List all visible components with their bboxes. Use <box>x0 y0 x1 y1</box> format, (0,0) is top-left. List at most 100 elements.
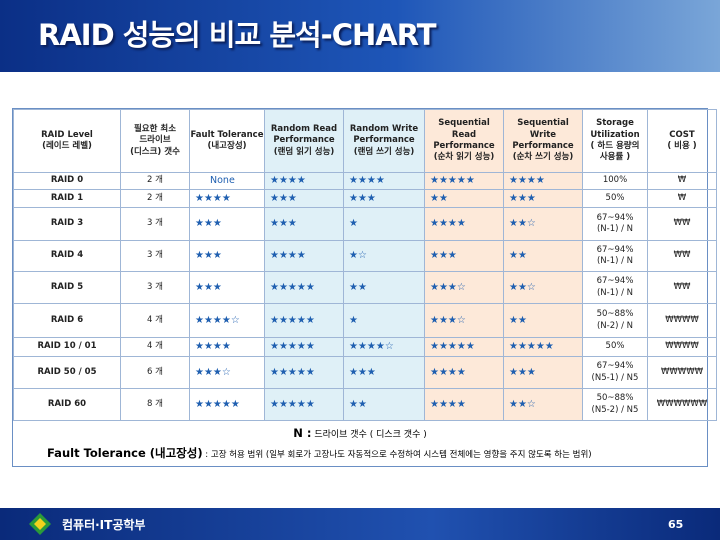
table-cell: ★★★ <box>264 207 344 241</box>
table-cell: ★★★★ <box>424 207 504 241</box>
table-cell: ★★★ <box>503 356 583 389</box>
table-cell: RAID 1 <box>13 189 121 208</box>
table-cell: ★★★ <box>424 240 504 272</box>
table-cell: ★★★★ <box>424 356 504 389</box>
note-text: 드라이브 갯수 ( 디스크 갯수 ) <box>311 430 427 440</box>
table-cell: ★★☆ <box>503 207 583 241</box>
table-cell: RAID 3 <box>13 207 121 241</box>
column-header: COST ( 비용 ) <box>647 109 717 173</box>
table-cell: ★★★★ <box>264 172 344 190</box>
department: 컴퓨터·IT공학부 <box>62 518 146 532</box>
note-text: : 고장 허용 범위 (일부 회로가 고장나도 자동적으로 수정하여 시스템 전… <box>202 450 592 460</box>
table-cell: RAID 6 <box>13 303 121 338</box>
table-cell: RAID 5 <box>13 271 121 304</box>
note-n: N : 드라이브 갯수 ( 디스크 갯수 ) <box>13 426 707 440</box>
note-key: Fault Tolerance (내고장성) <box>47 446 203 460</box>
table-cell: ★★ <box>503 240 583 272</box>
table-cell: ★★★★ <box>424 388 504 421</box>
table-cell: ₩₩₩₩₩ <box>647 356 717 389</box>
table-cell: ★★★★ <box>503 172 583 190</box>
table-box: RAID Level (레이드 레벨) 필요한 최소 드라이브 (디스크) 갯수 F… <box>12 108 717 467</box>
table-cell: ★★ <box>343 271 425 304</box>
table-cell: ★★ <box>503 303 583 338</box>
note-key: N : <box>293 426 312 440</box>
table-cell: ★☆ <box>343 240 425 272</box>
table-cell: RAID 0 <box>13 172 121 190</box>
table-cell: ★★★★ <box>264 240 344 272</box>
table-cell: ₩₩₩₩ <box>647 303 717 338</box>
table-cell: ₩₩ <box>647 207 717 241</box>
table-cell: ★ <box>343 303 425 338</box>
table-cell: ★★☆ <box>503 271 583 304</box>
table-cell: ₩₩₩₩ <box>647 337 717 357</box>
table-cell: ★★★ <box>189 240 265 272</box>
logo <box>29 513 51 535</box>
table-cell: 67~94% (N5-1) / N5 <box>582 356 648 389</box>
table-cell: RAID 10 / 01 <box>13 337 121 357</box>
table-cell: RAID 60 <box>13 388 121 421</box>
page-number: 65 <box>668 518 684 531</box>
table-cell: ₩₩ <box>647 240 717 272</box>
table-cell: ★★★☆ <box>189 356 265 389</box>
table-cell: ★★★ <box>343 356 425 389</box>
table-cell: ★★★☆ <box>424 271 504 304</box>
table-cell: ★★★ <box>189 271 265 304</box>
column-header: Fault Tolerance (내고장성) <box>189 109 265 173</box>
table-cell: ★★★★ <box>189 337 265 357</box>
table-cell: ★★★★☆ <box>189 303 265 338</box>
table-cell: 50% <box>582 337 648 357</box>
table-cell: 3 개 <box>120 240 190 272</box>
table-cell: 50~88% (N5-2) / N5 <box>582 388 648 421</box>
table-cell: ★★★★ <box>189 189 265 208</box>
table-cell: ★★★★★ <box>424 337 504 357</box>
header-row: RAID Level (레이드 레벨) 필요한 최소 드라이브 (디스크) 갯수 F… <box>13 109 717 173</box>
table-cell: ₩ <box>647 172 717 190</box>
table-cell: ★★★ <box>189 207 265 241</box>
table-cell: ★★★ <box>503 189 583 208</box>
note-ft: Fault Tolerance (내고장성) : 고장 허용 범위 (일부 회로… <box>47 445 592 461</box>
slide-title: RAID 성능의 비교 분석-CHART <box>38 18 437 52</box>
footer-bar: 컴퓨터·IT공학부 65 <box>0 508 720 540</box>
table-cell: 6 개 <box>120 356 190 389</box>
table-cell: 3 개 <box>120 271 190 304</box>
table-cell: ★★★☆ <box>424 303 504 338</box>
table-cell: ★★★★★ <box>264 388 344 421</box>
table-cell: 2 개 <box>120 172 190 190</box>
column-header: Random Read Performance (랜덤 읽기 성능) <box>264 109 344 173</box>
table-cell: ★★★★★ <box>264 303 344 338</box>
raid-table: RAID Level (레이드 레벨) 필요한 최소 드라이브 (디스크) 갯수 F… <box>13 109 717 421</box>
table-cell: 100% <box>582 172 648 190</box>
table-cell: 4 개 <box>120 337 190 357</box>
notes: N : 드라이브 갯수 ( 디스크 갯수 ) Fault Tolerance (… <box>13 421 707 467</box>
table-cell: ★★★★★ <box>264 337 344 357</box>
table-cell: ★★★★★ <box>264 356 344 389</box>
table-row: RAID 10 / 01 4 개 ★★★★ ★★★★★ ★★★★☆ ★★★★★ ★★★★★ 5… <box>13 337 717 357</box>
table-cell: ★ <box>343 207 425 241</box>
table-cell: ★★ <box>343 388 425 421</box>
table-cell: 50~88% (N-2) / N <box>582 303 648 338</box>
table-cell: 67~94% (N-1) / N <box>582 240 648 272</box>
table-cell: 8 개 <box>120 388 190 421</box>
table-cell: RAID 4 <box>13 240 121 272</box>
table-cell: ₩₩₩₩₩₩ <box>647 388 717 421</box>
table-cell: 2 개 <box>120 189 190 208</box>
column-header: Random Write Performance (랜덤 쓰기 성능) <box>343 109 425 173</box>
column-header: 필요한 최소 드라이브 (디스크) 갯수 <box>120 109 190 173</box>
table-row: RAID 50 / 05 6 개 ★★★☆ ★★★★★ ★★★ ★★★★ ★★★ 67~94%… <box>13 356 717 389</box>
table-cell: ★★★★★ <box>424 172 504 190</box>
table-cell: ★★★ <box>264 189 344 208</box>
table-cell: 50% <box>582 189 648 208</box>
title-bar: RAID 성능의 비교 분석-CHART <box>0 0 720 72</box>
table-cell: ★★★ <box>343 189 425 208</box>
table-cell: ★★★★☆ <box>343 337 425 357</box>
table-cell: 4 개 <box>120 303 190 338</box>
table-cell: 3 개 <box>120 207 190 241</box>
table-cell: ★★ <box>424 189 504 208</box>
table-cell: ★★★★★ <box>264 271 344 304</box>
table-cell: ★★☆ <box>503 388 583 421</box>
